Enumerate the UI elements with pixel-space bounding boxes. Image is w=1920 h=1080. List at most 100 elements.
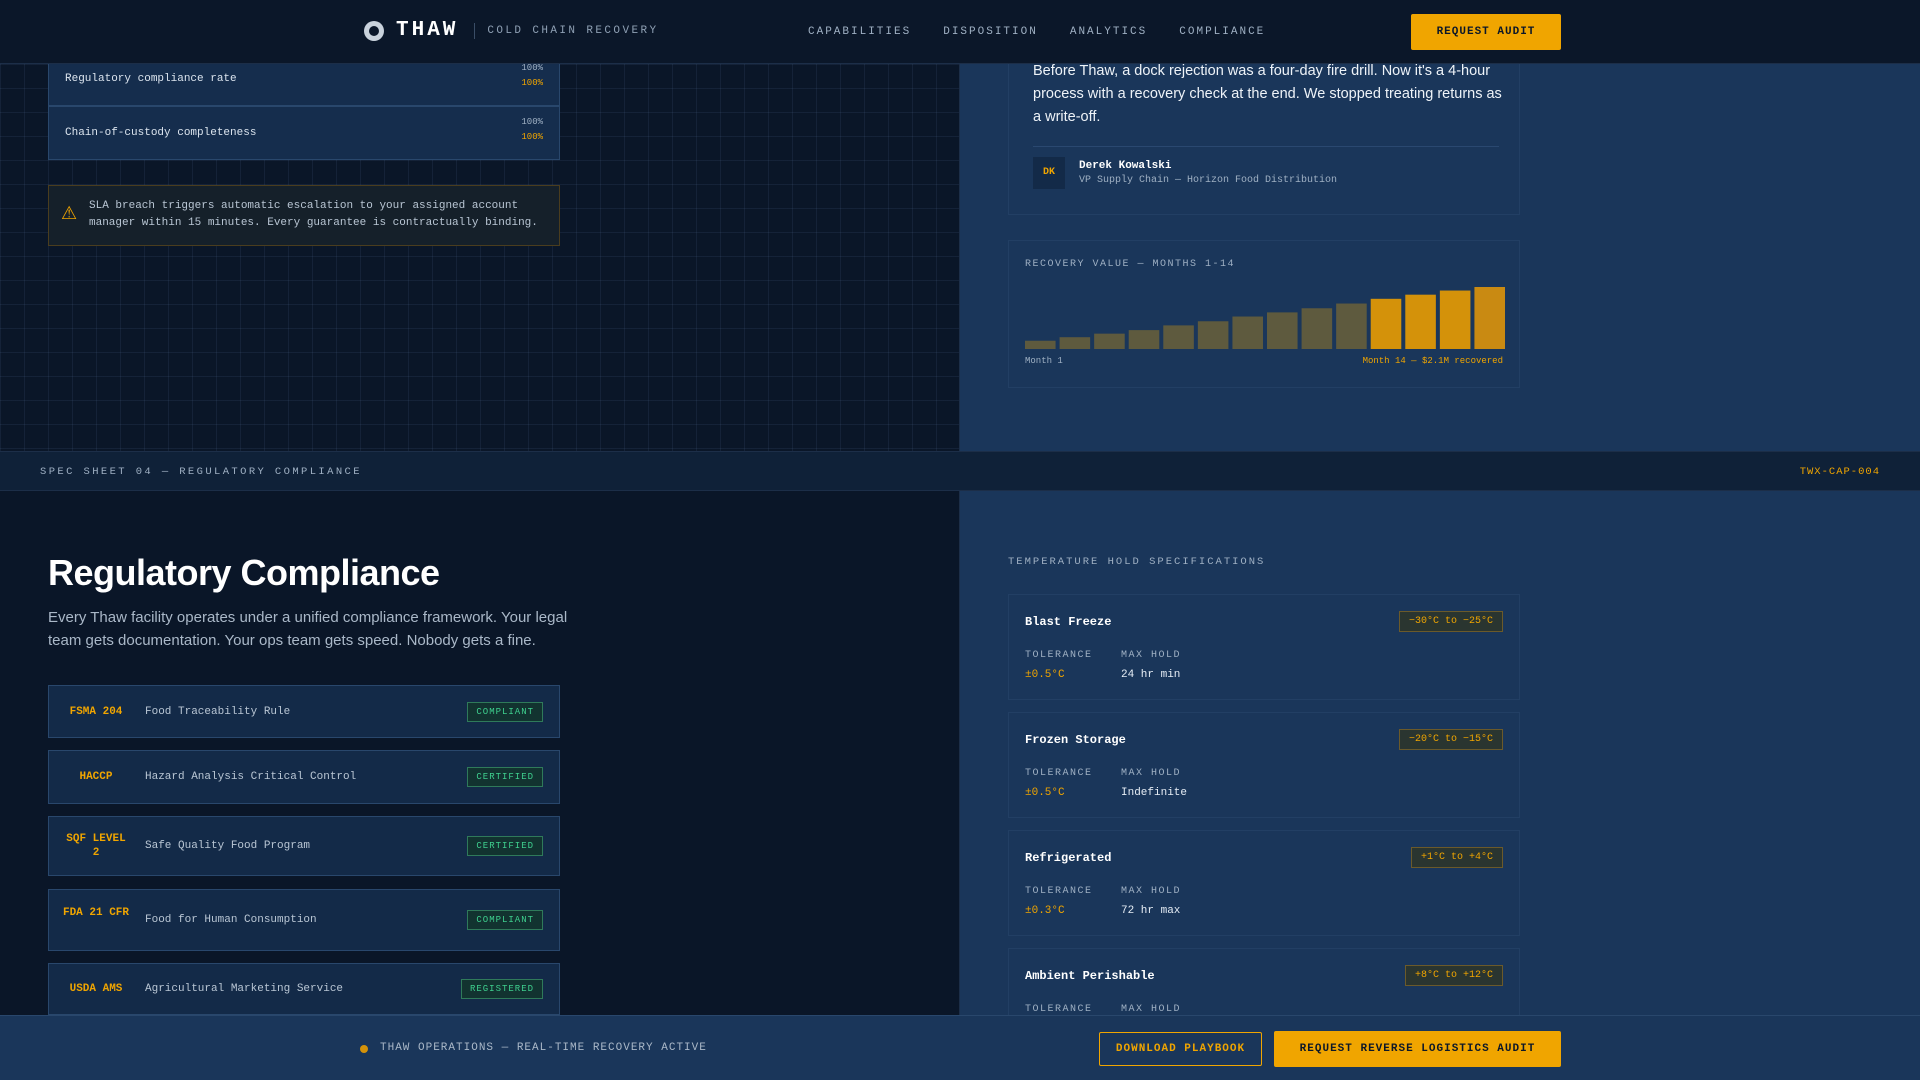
regulation-description: Agricultural Marketing Service bbox=[145, 983, 344, 995]
chart-bar-month-9 bbox=[1301, 308, 1333, 349]
divider bbox=[474, 22, 476, 39]
regulation-code: FSMA 204 bbox=[69, 706, 123, 718]
sla-notice: ⚠ SLA breach triggers automatic escalati… bbox=[48, 185, 560, 246]
regulation-description: Food for Human Consumption bbox=[145, 914, 317, 926]
author-role: VP Supply Chain — Horizon Food Distribut… bbox=[1079, 175, 1338, 186]
chart-bar-month-7 bbox=[1232, 316, 1263, 349]
avatar: DK bbox=[1033, 157, 1065, 189]
temperature-name: Frozen Storage bbox=[1025, 733, 1126, 747]
chart-bar-month-8 bbox=[1267, 312, 1298, 349]
nav-link-analytics[interactable]: ANALYTICS bbox=[1069, 26, 1148, 38]
status-badge: COMPLIANT bbox=[467, 910, 543, 930]
tolerance-label: TOLERANCE bbox=[1025, 886, 1093, 897]
regulation-code: FDA 21 CFR bbox=[62, 907, 129, 919]
metric-row: Chain-of-custody completeness 100% 100% bbox=[48, 106, 560, 160]
download-playbook-button[interactable]: DOWNLOAD PLAYBOOK bbox=[1099, 1032, 1262, 1066]
spec-sheet-strip: SPEC SHEET 04 — REGULATORY COMPLIANCE TW… bbox=[0, 451, 1920, 491]
status-badge: COMPLIANT bbox=[467, 702, 543, 722]
regulation-description: Safe Quality Food Program bbox=[145, 840, 311, 852]
nav-link-capabilities[interactable]: CAPABILITIES bbox=[808, 26, 912, 38]
recovery-chart-card: RECOVERY VALUE — MONTHS 1-14 Month 1 Mon… bbox=[1008, 240, 1520, 388]
page-subtitle: Every Thaw facility operates under a uni… bbox=[48, 609, 568, 649]
testimonial-quote: Before Thaw, a dock rejection was a four… bbox=[1033, 63, 1502, 125]
tolerance-value: ±0.5°C bbox=[1025, 669, 1065, 681]
temperature-range-badge: −30°C to −25°C bbox=[1398, 611, 1503, 632]
nav-link-disposition[interactable]: DISPOSITION bbox=[943, 26, 1038, 38]
compliance-row: FDA 21 CFR Food for Human Consumption CO… bbox=[48, 889, 560, 951]
request-reverse-logistics-audit-button[interactable]: REQUEST REVERSE LOGISTICS AUDIT bbox=[1274, 1031, 1561, 1067]
brand-tagline: COLD CHAIN RECOVERY bbox=[487, 24, 659, 37]
chart-bar-month-11 bbox=[1370, 298, 1402, 349]
spec-sheet-code: TWX-CAP-004 bbox=[1799, 466, 1880, 478]
chart-bar-month-2 bbox=[1059, 337, 1091, 349]
max-hold-value: Indefinite bbox=[1121, 787, 1188, 799]
upper-right-panel bbox=[960, 64, 1920, 451]
max-hold-label: MAX HOLD bbox=[1121, 650, 1182, 661]
chart-bar-month-3 bbox=[1094, 333, 1125, 349]
temperature-range-badge: +8°C to +12°C bbox=[1404, 965, 1503, 986]
metric-actual: 100% bbox=[521, 78, 543, 88]
temperature-card: Frozen Storage −20°C to −15°C TOLERANCE … bbox=[1008, 712, 1520, 818]
chart-bar-month-13 bbox=[1439, 290, 1471, 349]
metric-label: Chain-of-custody completeness bbox=[65, 127, 257, 139]
temperature-card: Refrigerated +1°C to +4°C TOLERANCE MAX … bbox=[1008, 830, 1520, 936]
chart-bar-month-6 bbox=[1197, 321, 1229, 349]
status-dot-icon bbox=[360, 1045, 368, 1053]
bottom-action-bar: THAW OPERATIONS — REAL-TIME RECOVERY ACT… bbox=[0, 1015, 1920, 1080]
max-hold-value: 72 hr max bbox=[1121, 905, 1181, 917]
status-badge: CERTIFIED bbox=[467, 836, 543, 856]
chart-title: RECOVERY VALUE — MONTHS 1-14 bbox=[1025, 259, 1236, 270]
snowflake-logo-icon bbox=[364, 20, 384, 41]
tolerance-value: ±0.3°C bbox=[1025, 905, 1065, 917]
brand[interactable]: THAW COLD CHAIN RECOVERY bbox=[364, 19, 658, 42]
operations-status: THAW OPERATIONS — REAL-TIME RECOVERY ACT… bbox=[380, 1042, 707, 1054]
max-hold-label: MAX HOLD bbox=[1121, 1004, 1182, 1015]
metric-actual: 100% bbox=[521, 132, 543, 142]
metric-label: Regulatory compliance rate bbox=[65, 73, 237, 85]
status-badge: CERTIFIED bbox=[467, 767, 543, 787]
regulation-code: HACCP bbox=[79, 771, 113, 783]
compliance-row: HACCP Hazard Analysis Critical Control C… bbox=[48, 750, 560, 804]
nav-link-compliance[interactable]: COMPLIANCE bbox=[1179, 26, 1266, 38]
request-audit-button[interactable]: REQUEST AUDIT bbox=[1411, 14, 1561, 50]
chart-bar-month-10 bbox=[1336, 303, 1367, 349]
status-badge: REGISTERED bbox=[460, 979, 543, 999]
top-nav: THAW COLD CHAIN RECOVERY CAPABILITIES DI… bbox=[0, 0, 1920, 64]
sla-text: SLA breach triggers automatic escalation… bbox=[89, 200, 538, 229]
max-hold-label: MAX HOLD bbox=[1121, 768, 1182, 779]
chart-bar-month-5 bbox=[1163, 325, 1194, 349]
tolerance-label: TOLERANCE bbox=[1025, 1004, 1093, 1015]
author-name: Derek Kowalski bbox=[1079, 160, 1172, 172]
chart-end-label: Month 14 — $2.1M recovered bbox=[1362, 356, 1503, 366]
chart-bar-month-14 bbox=[1474, 287, 1505, 349]
regulation-code: SQF LEVEL 2 bbox=[66, 833, 126, 859]
spec-sheet-label: SPEC SHEET 04 — REGULATORY COMPLIANCE bbox=[40, 466, 362, 478]
temperature-heading: TEMPERATURE HOLD SPECIFICATIONS bbox=[1008, 556, 1266, 568]
regulation-description: Food Traceability Rule bbox=[145, 706, 291, 718]
chart-start-label: Month 1 bbox=[1025, 356, 1063, 366]
metric-target: 100% bbox=[521, 117, 543, 127]
warning-icon: ⚠ bbox=[61, 203, 78, 223]
chart-bar-month-1 bbox=[1025, 340, 1056, 349]
tolerance-value: ±0.5°C bbox=[1025, 787, 1065, 799]
temperature-name: Ambient Perishable bbox=[1025, 969, 1155, 983]
regulation-description: Hazard Analysis Critical Control bbox=[145, 771, 357, 783]
temperature-range-badge: +1°C to +4°C bbox=[1410, 847, 1503, 868]
divider bbox=[1033, 146, 1499, 147]
compliance-row: USDA AMS Agricultural Marketing Service … bbox=[48, 963, 560, 1015]
compliance-row: FSMA 204 Food Traceability Rule COMPLIAN… bbox=[48, 685, 560, 738]
chart-bar-month-4 bbox=[1128, 330, 1160, 349]
page-title: Regulatory Compliance bbox=[48, 552, 440, 593]
compliance-row: SQF LEVEL 2 Safe Quality Food Program CE… bbox=[48, 816, 560, 876]
tolerance-label: TOLERANCE bbox=[1025, 768, 1093, 779]
temperature-name: Refrigerated bbox=[1025, 851, 1112, 865]
chart-bar-month-12 bbox=[1405, 294, 1436, 349]
temperature-range-badge: −20°C to −15°C bbox=[1398, 729, 1503, 750]
recovery-bar-chart bbox=[1025, 287, 1505, 349]
temperature-card: Blast Freeze −30°C to −25°C TOLERANCE MA… bbox=[1008, 594, 1520, 700]
max-hold-value: 24 hr min bbox=[1121, 669, 1181, 681]
temperature-name: Blast Freeze bbox=[1025, 615, 1112, 629]
brand-name: THAW bbox=[396, 19, 459, 42]
nav-links: CAPABILITIES DISPOSITION ANALYTICS COMPL… bbox=[808, 26, 1297, 38]
regulation-code: USDA AMS bbox=[69, 983, 123, 995]
